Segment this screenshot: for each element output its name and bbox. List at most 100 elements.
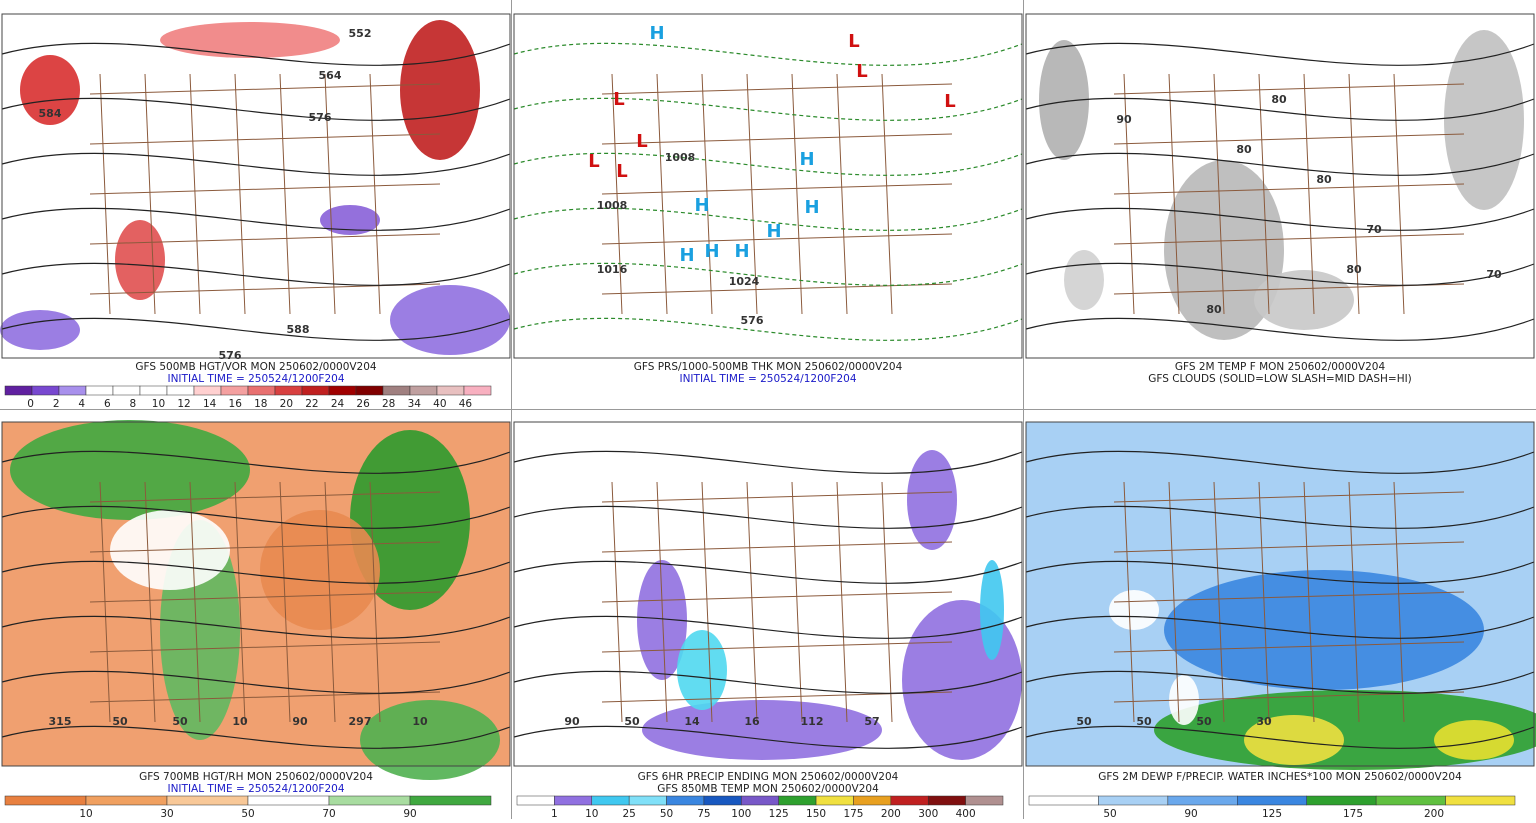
colorbar-swatch (382, 385, 411, 396)
contour (513, 670, 1023, 694)
colorbar-label: 50 (1103, 808, 1116, 819)
map-boundary (881, 73, 893, 315)
map-label: 80 (1206, 303, 1222, 316)
map-field (160, 22, 340, 58)
contour (1025, 615, 1535, 639)
colorbar-label: 125 (769, 808, 789, 819)
map-field (0, 310, 80, 350)
map-boundary (89, 233, 441, 245)
panel: 90 50 14 16 112 57 GFS 6HR PRECIP ENDING MON 2… (513, 421, 1023, 820)
map-field (1434, 720, 1514, 760)
map-boundary (189, 481, 201, 723)
contour (1025, 670, 1535, 694)
contour (513, 207, 1023, 231)
colorbar-label: 70 (322, 808, 335, 819)
map-frame (1, 421, 511, 767)
map-frame (1, 13, 511, 359)
panel-title: GFS 700MB HGT/RH MON 250602/0000V204 (139, 771, 373, 783)
contour (513, 97, 1023, 121)
contour (1025, 207, 1535, 231)
map-boundary (1258, 481, 1270, 723)
map-label: 14 (684, 715, 700, 728)
map-label: H (804, 197, 819, 218)
contour (1, 207, 511, 231)
map-boundary (89, 183, 441, 195)
map-label: 50 (1196, 715, 1212, 728)
map-label: H (694, 195, 709, 216)
map-boundary (1113, 491, 1465, 503)
contour (513, 317, 1023, 341)
map-label: L (588, 151, 599, 172)
contour (1, 450, 511, 474)
colorbar-label: 90 (1184, 808, 1197, 819)
map-label: 584 (39, 107, 62, 120)
map-boundary (144, 73, 156, 315)
map-label: 80 (1346, 263, 1362, 276)
colorbar-label: 0 (27, 398, 34, 410)
map-label: 80 (1271, 93, 1287, 106)
colorbar-label: 150 (806, 808, 826, 819)
colorbar-swatch (1167, 795, 1238, 806)
map-boundary (89, 541, 441, 553)
colorbar-label: 30 (160, 808, 173, 819)
map-label: H (649, 23, 664, 44)
map-label: 576 (219, 349, 242, 362)
map-label: 50 (172, 715, 188, 728)
contour (1025, 450, 1535, 474)
contour (513, 262, 1023, 286)
map-boundary (1113, 541, 1465, 553)
map-boundary (1213, 73, 1225, 315)
colorbar-swatch (85, 385, 114, 396)
map-frame (513, 421, 1023, 767)
map-field (902, 600, 1022, 760)
colorbar-label: 200 (881, 808, 901, 819)
map-boundary (324, 481, 336, 723)
map-boundary (1258, 73, 1270, 315)
map-label: 50 (624, 715, 640, 728)
colorbar-label: 175 (843, 808, 863, 819)
map-label: L (613, 89, 624, 110)
colorbar-swatch (193, 385, 222, 396)
contour (513, 505, 1023, 529)
colorbar-swatch (628, 795, 667, 806)
map-boundary (601, 83, 953, 95)
map-boundary (144, 481, 156, 723)
contour (1025, 317, 1535, 341)
panel-subtitle: INITIAL TIME = 250524/1200F204 (679, 373, 856, 385)
colorbar-label: 400 (956, 808, 976, 819)
contour (1025, 725, 1535, 749)
map-label: 90 (292, 715, 308, 728)
colorbar-swatch (4, 385, 33, 396)
colorbar-swatch (247, 385, 276, 396)
colorbar-label: 16 (229, 398, 243, 410)
map-label: 90 (1116, 113, 1132, 126)
map-label: 1008 (665, 151, 696, 164)
colorbar-swatch (815, 795, 854, 806)
colorbar-label: 26 (356, 398, 370, 410)
map-label: 10 (412, 715, 428, 728)
panel-title: GFS 6HR PRECIP ENDING MON 250602/0000V20… (638, 771, 899, 783)
map-boundary (1303, 481, 1315, 723)
map-label: 16 (744, 715, 760, 728)
map-field (907, 450, 957, 550)
colorbar-swatch (31, 385, 60, 396)
map-label: 57 (864, 715, 879, 728)
colorbar-swatch (409, 385, 438, 396)
map-label: L (856, 61, 867, 82)
colorbar-swatch (965, 795, 1004, 806)
map-boundary (1348, 481, 1360, 723)
map-label: 552 (349, 27, 372, 40)
colorbar-label: 10 (79, 808, 92, 819)
map-field (980, 560, 1004, 660)
colorbar-label: 24 (331, 398, 345, 410)
map-boundary (1168, 481, 1180, 723)
map-boundary (791, 73, 803, 315)
map-boundary (791, 481, 803, 723)
contour (513, 560, 1023, 584)
map-label: 70 (1486, 268, 1502, 281)
map-boundary (369, 481, 381, 723)
colorbar-swatch (58, 385, 87, 396)
map-label: 576 (741, 314, 764, 327)
colorbar-swatch (328, 795, 411, 806)
